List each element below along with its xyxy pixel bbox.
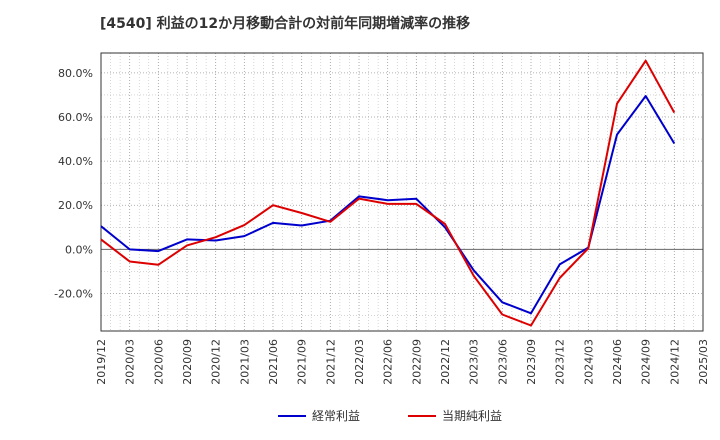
y-tick-label: 80.0% [58,67,93,80]
x-tick-label: 2022/06 [382,339,395,385]
x-tick-label: 2025/03 [697,339,710,385]
y-tick-label: 20.0% [58,199,93,212]
y-tick-label: 60.0% [58,111,93,124]
plot-frame [100,52,704,332]
x-tick-label: 2023/09 [525,339,538,385]
x-tick-label: 2023/03 [468,339,481,385]
legend: 経常利益 当期純利益 [278,409,502,423]
x-tick-label: 2020/06 [152,339,165,385]
x-tick-label: 2020/09 [181,339,194,385]
x-tick-label: 2022/12 [439,339,452,385]
x-tick-label: 2021/12 [324,339,337,385]
x-tick-label: 2021/09 [296,339,309,385]
x-tick-label: 2019/12 [95,339,108,385]
x-tick-label: 2024/03 [582,339,595,385]
x-tick-label: 2021/03 [238,339,251,385]
series-line [100,59,676,327]
x-tick-label: 2024/06 [611,339,624,385]
y-tick-label: 0.0% [65,243,93,256]
plot-area: -20.0% 0.0% 20.0% 40.0% 60.0% 80.0% 2019/12 202… [54,52,710,385]
x-tick-label: 2022/09 [410,339,423,385]
legend-label: 経常利益 [312,409,360,423]
chart-title: [4540] 利益の12か月移動合計の対前年同期増減率の推移 [100,15,470,32]
x-tick-label: 2024/09 [640,339,653,385]
series-line [100,95,676,315]
x-tick-label: 2021/06 [267,339,280,385]
x-tick-label: 2023/06 [496,339,509,385]
y-tick-label: -20.0% [54,287,93,300]
x-tick-label: 2020/03 [124,339,137,385]
x-tick-label: 2024/12 [668,339,681,385]
x-tick-label: 2022/03 [353,339,366,385]
legend-label: 当期純利益 [442,409,502,423]
y-tick-label: 40.0% [58,155,93,168]
x-tick-label: 2023/12 [554,339,567,385]
x-tick-label: 2020/12 [210,339,223,385]
